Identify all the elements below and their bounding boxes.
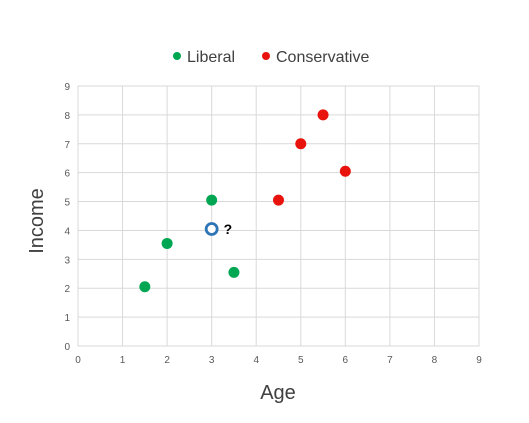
y-tick-label: 1: [64, 313, 70, 324]
y-tick-label: 3: [64, 255, 70, 266]
liberal-legend-label: Liberal: [187, 49, 235, 66]
conservative-legend-label: Conservative: [276, 49, 369, 66]
liberal-point: [139, 281, 151, 293]
y-tick-label: 7: [64, 140, 70, 151]
x-tick-label: 4: [253, 355, 259, 366]
conservative-point: [339, 165, 351, 177]
y-tick-label: 5: [64, 198, 70, 209]
liberal-point: [228, 266, 240, 278]
plot-area-border: [77, 85, 480, 347]
x-tick-label: 9: [476, 355, 482, 366]
conservative-point: [295, 138, 307, 150]
query-point-group: ?: [204, 221, 233, 237]
x-tick-label: 7: [387, 355, 393, 366]
y-axis-tick-labels: 0 1 2 3 4 5 6 7 8 9: [64, 82, 70, 353]
query-point: [204, 222, 219, 236]
x-tick-label: 8: [432, 355, 438, 366]
conservative-point: [317, 109, 329, 121]
y-tick-label: 0: [64, 342, 70, 353]
x-tick-label: 5: [298, 355, 304, 366]
query-point-label: ?: [224, 221, 233, 237]
y-tick-label: 4: [64, 226, 70, 237]
liberal-point: [161, 237, 173, 249]
liberal-point: [206, 194, 218, 206]
conservative-legend-marker: [262, 52, 270, 60]
x-axis-title: Age: [260, 382, 296, 404]
liberal-legend-marker: [173, 52, 181, 60]
data-points: [139, 109, 351, 293]
y-tick-label: 6: [64, 169, 70, 180]
y-axis-title: Income: [26, 188, 48, 254]
x-axis-tick-labels: 0 1 2 3 4 5 6 7 8 9: [75, 355, 482, 366]
y-tick-label: 9: [64, 82, 70, 93]
x-tick-label: 2: [164, 355, 170, 366]
x-tick-label: 0: [75, 355, 81, 366]
x-tick-label: 1: [120, 355, 126, 366]
x-tick-label: 6: [343, 355, 349, 366]
legend: Liberal Conservative: [173, 49, 369, 66]
y-tick-label: 8: [64, 111, 70, 122]
x-tick-label: 3: [209, 355, 215, 366]
y-tick-label: 2: [64, 284, 70, 295]
conservative-point: [273, 194, 284, 206]
